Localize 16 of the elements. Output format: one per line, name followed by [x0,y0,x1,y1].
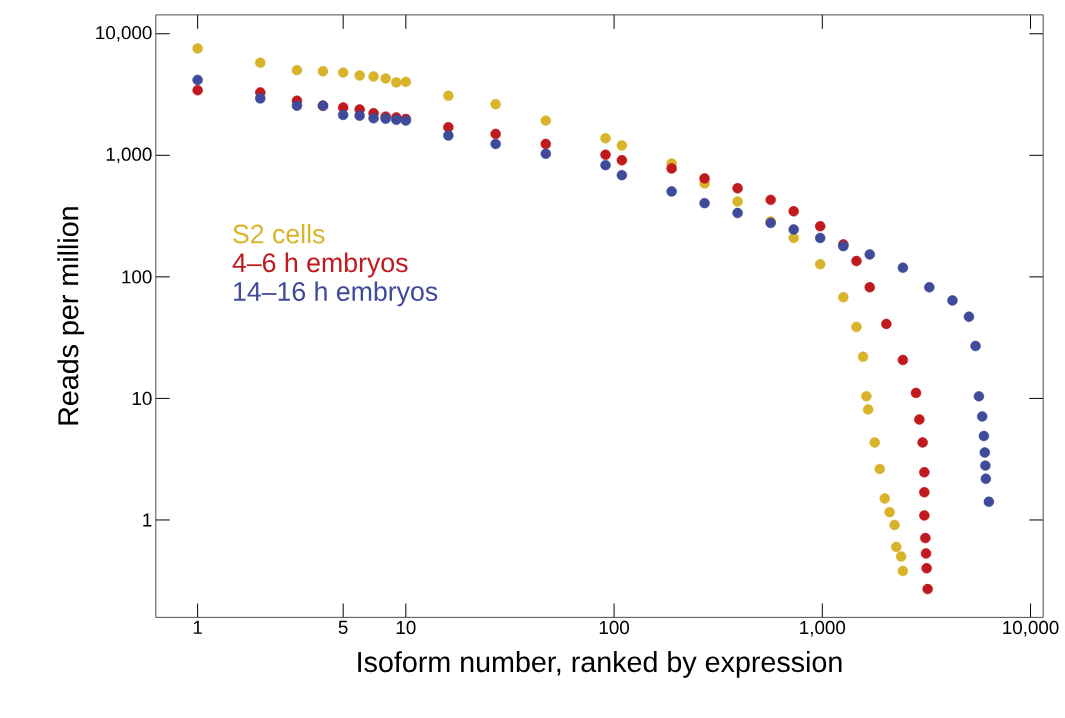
y-tick-label: 1,000 [106,147,152,164]
x-tick-label: 100 [599,621,629,635]
x-axis-title: Isoform number, ranked by expression [358,651,842,679]
text: S2 cells [233,224,325,244]
x-tick-label: 10 [396,621,416,635]
x-tick-label: 1,000 [800,621,846,637]
x-tick-label: 1 [193,621,202,634]
x-tick-label: 5 [338,621,348,635]
text: 14–16 h embryos [233,281,438,307]
y-tick-label: 10 [132,391,152,406]
y-tick-label: 1 [143,513,152,527]
y-tick-label: 100 [122,270,152,284]
text: 4–6 h embryos [232,252,408,278]
y-tick-label: 10,000 [96,26,152,42]
x-tick-label: 10,000 [1003,621,1059,637]
y-axis-title: Reads per million [57,207,85,425]
